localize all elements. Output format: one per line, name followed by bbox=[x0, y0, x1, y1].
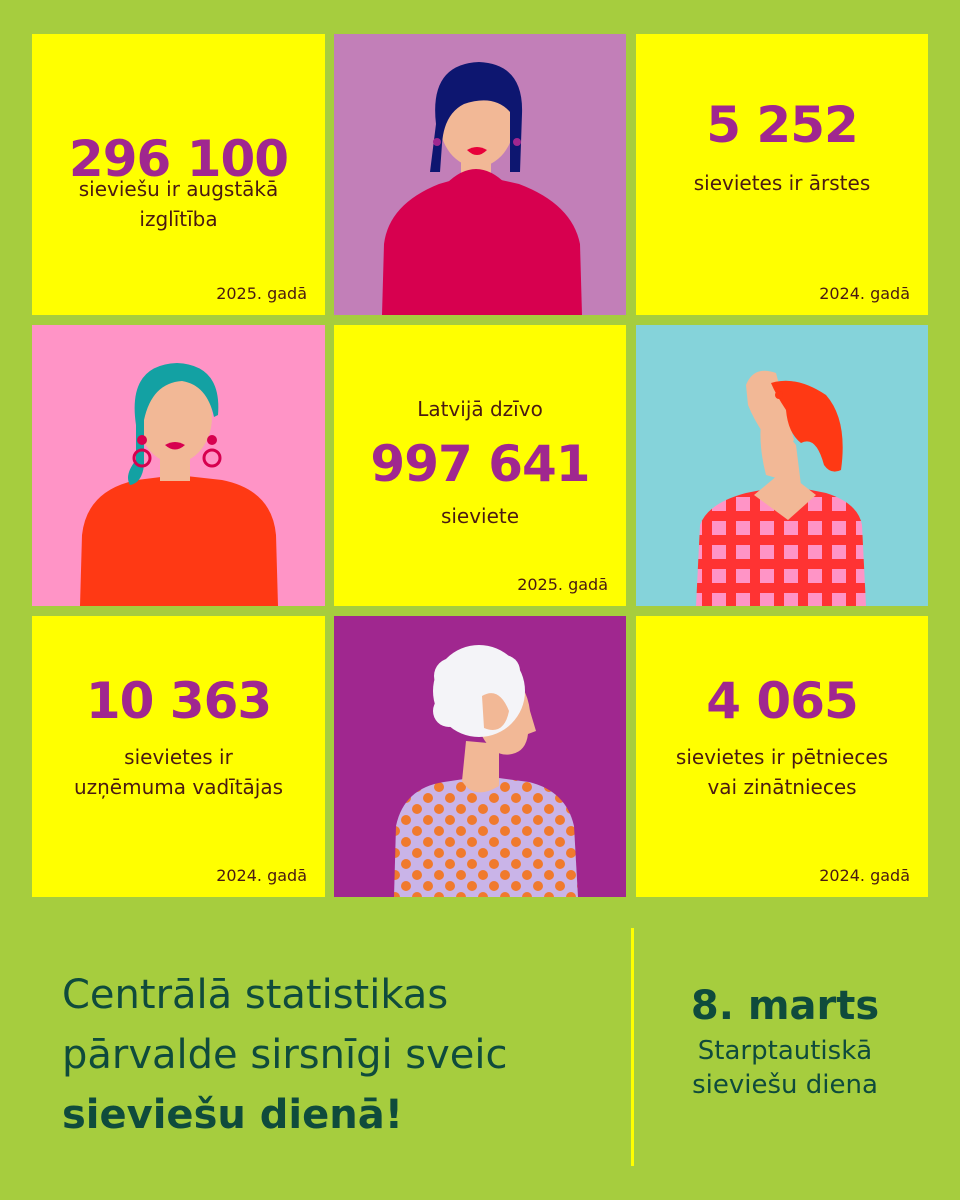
holiday-date: 8. marts bbox=[690, 983, 880, 1029]
woman-teal-hair-illustration bbox=[80, 363, 278, 606]
footer-divider bbox=[631, 928, 634, 1166]
stat-number: 10 363 bbox=[85, 672, 272, 730]
portrait-red-hair-profile bbox=[636, 325, 928, 606]
portrait-dark-hair-woman bbox=[334, 34, 626, 315]
stat-description: sieviešu ir augstākā izglītība bbox=[78, 177, 279, 231]
woman-red-hair-profile-illustration bbox=[696, 370, 866, 606]
stat-description: sievietes ir uzņēmuma vadītājas bbox=[73, 745, 284, 799]
portrait-teal-hair-woman bbox=[32, 325, 325, 606]
stat-tile-researchers: 4 065 sievietes ir pētnieces vai zinātni… bbox=[636, 616, 928, 897]
stat-year: 2024. gadā bbox=[819, 866, 910, 885]
holiday-date-block: 8. marts Starptautiskā sieviešu diena bbox=[650, 978, 920, 1102]
stat-description: sievietes ir ārstes bbox=[693, 171, 871, 195]
stat-number: 4 065 bbox=[706, 672, 859, 730]
stat-number: 997 641 bbox=[370, 435, 590, 493]
holiday-name: Starptautiskā sieviešu diena bbox=[692, 1036, 878, 1100]
stat-number: 5 252 bbox=[706, 96, 859, 154]
stat-description: sieviete bbox=[440, 504, 520, 528]
stat-tile-company-heads: 10 363 sievietes ir uzņēmuma vadītājas 2… bbox=[32, 616, 325, 897]
stat-lead: Latvijā dzīvo bbox=[417, 397, 543, 421]
stat-year: 2025. gadā bbox=[216, 284, 307, 303]
stat-tile-population: Latvijā dzīvo 997 641 sieviete 2025. gad… bbox=[334, 325, 626, 606]
stat-tile-doctors: 5 252 sievietes ir ārstes 2024. gadā bbox=[636, 34, 928, 315]
stat-year: 2024. gadā bbox=[216, 866, 307, 885]
greeting-message: Centrālā statistikas pārvalde sirsnīgi s… bbox=[62, 972, 508, 1138]
portrait-white-hair-profile bbox=[334, 616, 626, 897]
stat-year: 2024. gadā bbox=[819, 284, 910, 303]
stat-number: 296 100 bbox=[68, 130, 289, 188]
woman-white-hair-profile-illustration bbox=[394, 645, 578, 897]
stat-tile-higher-education: 296 100 sieviešu ir augstākā izglītība 2… bbox=[32, 34, 325, 315]
stat-description: sievietes ir pētnieces vai zinātnieces bbox=[675, 745, 889, 799]
stat-year: 2025. gadā bbox=[517, 575, 608, 594]
woman-dark-hair-illustration bbox=[382, 62, 582, 315]
